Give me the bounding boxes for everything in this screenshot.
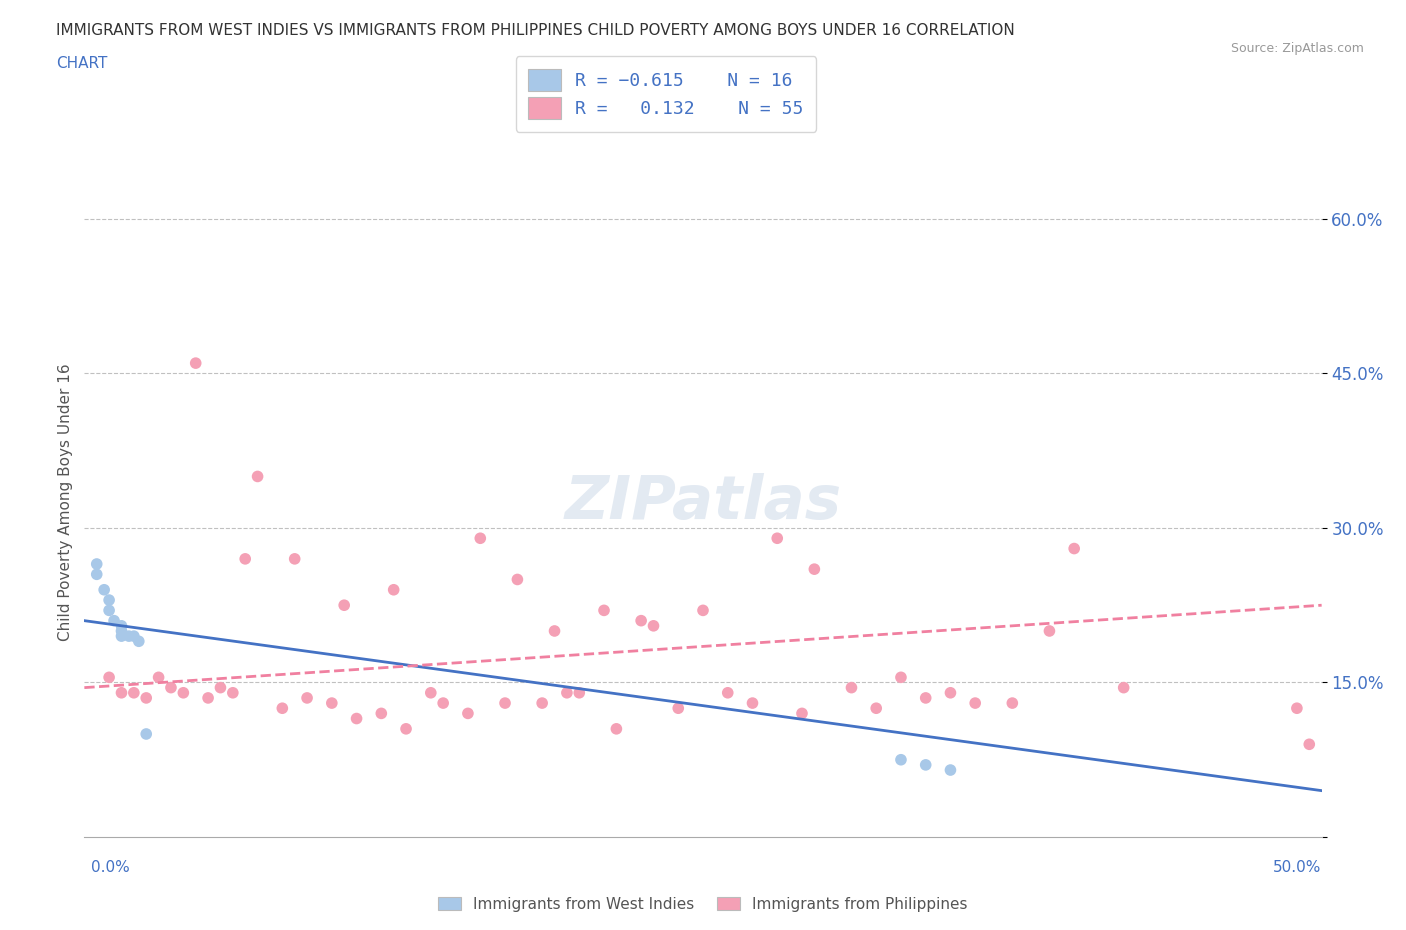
Point (128, 634, 150, 649)
Point (98, 670, 121, 684)
Point (135, 690, 157, 705)
Point (914, 757, 936, 772)
Point (692, 603, 714, 618)
Point (865, 701, 887, 716)
Point (1298, 737, 1320, 751)
Point (419, 685, 441, 700)
Point (965, 696, 987, 711)
Point (160, 680, 183, 695)
Point (333, 598, 356, 613)
Point (717, 685, 740, 700)
Point (531, 696, 554, 711)
Point (1001, 696, 1024, 711)
Legend: Immigrants from West Indies, Immigrants from Philippines: Immigrants from West Indies, Immigrants … (432, 890, 974, 918)
Point (103, 613, 125, 628)
Point (766, 531, 789, 546)
Point (86, 567, 108, 582)
Point (110, 629, 132, 644)
Point (1063, 541, 1085, 556)
Point (1285, 701, 1308, 716)
Point (135, 726, 157, 741)
Point (914, 690, 936, 705)
Point (666, 701, 689, 716)
Point (86, 556, 108, 571)
Text: IMMIGRANTS FROM WEST INDIES VS IMMIGRANTS FROM PHILIPPINES CHILD POVERTY AMONG B: IMMIGRANTS FROM WEST INDIES VS IMMIGRANT… (56, 23, 1015, 38)
Point (246, 469, 269, 484)
Text: Source: ZipAtlas.com: Source: ZipAtlas.com (1230, 42, 1364, 55)
Point (457, 706, 479, 721)
Point (295, 690, 318, 705)
Point (110, 685, 132, 700)
Point (271, 701, 294, 716)
Point (122, 685, 145, 700)
Point (284, 551, 307, 566)
Point (939, 763, 962, 777)
Point (1112, 680, 1135, 695)
Point (172, 685, 194, 700)
Point (741, 696, 763, 711)
Point (110, 618, 132, 633)
Point (184, 355, 207, 370)
Point (803, 562, 825, 577)
Point (321, 696, 343, 711)
Y-axis label: Child Poverty Among Boys Under 16: Child Poverty Among Boys Under 16 (58, 364, 73, 641)
Point (470, 531, 492, 546)
Point (543, 623, 565, 638)
Point (148, 670, 170, 684)
Point (346, 711, 368, 726)
Point (555, 685, 578, 700)
Point (939, 685, 962, 700)
Point (432, 696, 454, 711)
Point (506, 572, 529, 587)
Point (98, 592, 121, 607)
Text: CHART: CHART (56, 56, 108, 71)
Point (790, 706, 813, 721)
Point (233, 551, 256, 566)
Point (568, 685, 591, 700)
Point (1038, 623, 1060, 638)
Legend: R = −0.615    N = 16, R =   0.132    N = 55: R = −0.615 N = 16, R = 0.132 N = 55 (516, 56, 815, 131)
Point (643, 618, 665, 633)
Point (494, 696, 516, 711)
Point (841, 680, 863, 695)
Point (593, 603, 616, 618)
Point (122, 629, 145, 644)
Point (209, 680, 232, 695)
Point (605, 722, 627, 737)
Point (890, 752, 912, 767)
Point (93, 582, 115, 597)
Text: 0.0%: 0.0% (91, 860, 131, 875)
Point (222, 685, 245, 700)
Point (890, 670, 912, 684)
Point (630, 613, 652, 628)
Point (110, 623, 132, 638)
Text: ZIPatlas: ZIPatlas (564, 472, 842, 532)
Point (370, 706, 392, 721)
Point (98, 603, 121, 618)
Point (395, 722, 418, 737)
Point (382, 582, 405, 597)
Point (197, 690, 219, 705)
Point (118, 629, 141, 644)
Text: 50.0%: 50.0% (1274, 860, 1322, 875)
